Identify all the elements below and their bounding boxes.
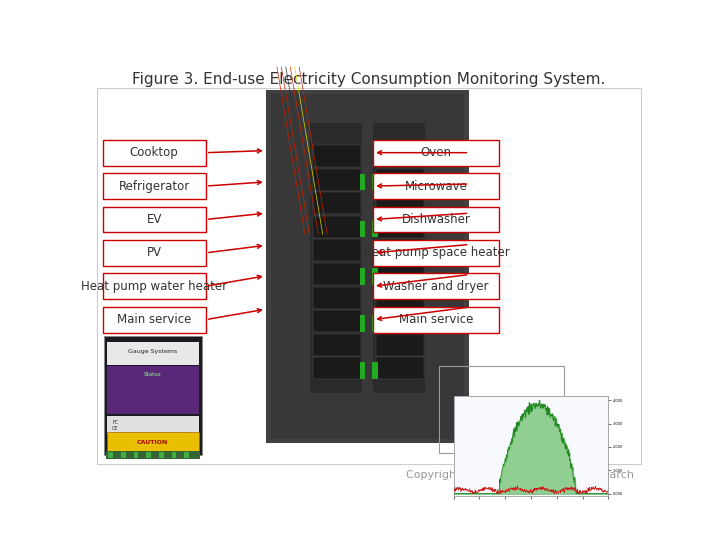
Text: Main service: Main service [399, 313, 473, 326]
Text: Refrigerator: Refrigerator [119, 179, 190, 192]
FancyBboxPatch shape [146, 453, 151, 458]
FancyBboxPatch shape [266, 90, 469, 443]
FancyBboxPatch shape [271, 94, 464, 438]
Text: Microwave: Microwave [405, 179, 467, 192]
FancyBboxPatch shape [372, 268, 378, 285]
FancyBboxPatch shape [104, 336, 202, 455]
FancyBboxPatch shape [102, 240, 206, 266]
Text: CAUTION: CAUTION [137, 440, 168, 444]
FancyBboxPatch shape [172, 453, 176, 458]
FancyBboxPatch shape [313, 263, 361, 285]
FancyBboxPatch shape [372, 174, 378, 190]
FancyBboxPatch shape [121, 453, 125, 458]
FancyBboxPatch shape [102, 273, 206, 299]
Text: Figure 3. End-use Electricity Consumption Monitoring System.: Figure 3. End-use Electricity Consumptio… [132, 72, 606, 87]
FancyBboxPatch shape [373, 273, 499, 299]
Text: Oven: Oven [420, 146, 451, 159]
FancyBboxPatch shape [372, 221, 378, 237]
FancyBboxPatch shape [359, 363, 365, 379]
Text: Status: Status [144, 372, 161, 377]
Text: Dishwasher: Dishwasher [402, 213, 470, 226]
FancyBboxPatch shape [96, 88, 642, 463]
Text: Washer and dryer: Washer and dryer [383, 280, 489, 293]
FancyBboxPatch shape [313, 192, 361, 214]
FancyBboxPatch shape [313, 216, 361, 238]
FancyBboxPatch shape [106, 451, 200, 459]
FancyBboxPatch shape [184, 453, 189, 458]
FancyBboxPatch shape [376, 192, 424, 214]
FancyBboxPatch shape [134, 453, 138, 458]
FancyBboxPatch shape [109, 453, 113, 458]
Text: FC
CE: FC CE [112, 420, 118, 431]
Text: Cooktop: Cooktop [130, 146, 179, 159]
FancyBboxPatch shape [372, 363, 378, 379]
FancyBboxPatch shape [376, 287, 424, 308]
Text: Main service: Main service [117, 313, 192, 326]
Text: Gauge Systems: Gauge Systems [128, 349, 177, 354]
FancyBboxPatch shape [313, 357, 361, 379]
FancyBboxPatch shape [376, 169, 424, 191]
FancyBboxPatch shape [313, 145, 361, 167]
FancyBboxPatch shape [313, 240, 361, 261]
FancyBboxPatch shape [359, 315, 365, 332]
FancyBboxPatch shape [359, 268, 365, 285]
Text: Copyright © 2018 Clean Power Research: Copyright © 2018 Clean Power Research [406, 470, 634, 480]
FancyBboxPatch shape [372, 315, 378, 332]
FancyBboxPatch shape [102, 207, 206, 233]
FancyBboxPatch shape [102, 307, 206, 333]
FancyBboxPatch shape [376, 216, 424, 238]
FancyBboxPatch shape [107, 416, 199, 434]
Text: Heat pump water heater: Heat pump water heater [81, 280, 228, 293]
FancyBboxPatch shape [373, 240, 499, 266]
FancyBboxPatch shape [373, 307, 499, 333]
FancyBboxPatch shape [376, 145, 424, 167]
FancyBboxPatch shape [376, 263, 424, 285]
FancyBboxPatch shape [102, 173, 206, 199]
FancyBboxPatch shape [107, 342, 199, 365]
FancyBboxPatch shape [376, 310, 424, 332]
Text: Heat pump space heater: Heat pump space heater [363, 247, 509, 259]
FancyBboxPatch shape [359, 221, 365, 237]
FancyBboxPatch shape [376, 334, 424, 356]
FancyBboxPatch shape [374, 124, 425, 392]
FancyBboxPatch shape [107, 366, 199, 414]
FancyBboxPatch shape [313, 287, 361, 308]
FancyBboxPatch shape [359, 174, 365, 190]
FancyBboxPatch shape [313, 334, 361, 356]
FancyBboxPatch shape [376, 240, 424, 261]
FancyBboxPatch shape [373, 173, 499, 199]
FancyBboxPatch shape [159, 453, 163, 458]
Text: PV: PV [147, 247, 162, 259]
FancyBboxPatch shape [373, 207, 499, 233]
FancyBboxPatch shape [107, 433, 199, 452]
FancyBboxPatch shape [376, 357, 424, 379]
FancyBboxPatch shape [313, 310, 361, 332]
FancyBboxPatch shape [310, 124, 362, 392]
FancyBboxPatch shape [373, 140, 499, 166]
FancyBboxPatch shape [102, 140, 206, 166]
Text: EV: EV [146, 213, 162, 226]
FancyBboxPatch shape [313, 169, 361, 191]
